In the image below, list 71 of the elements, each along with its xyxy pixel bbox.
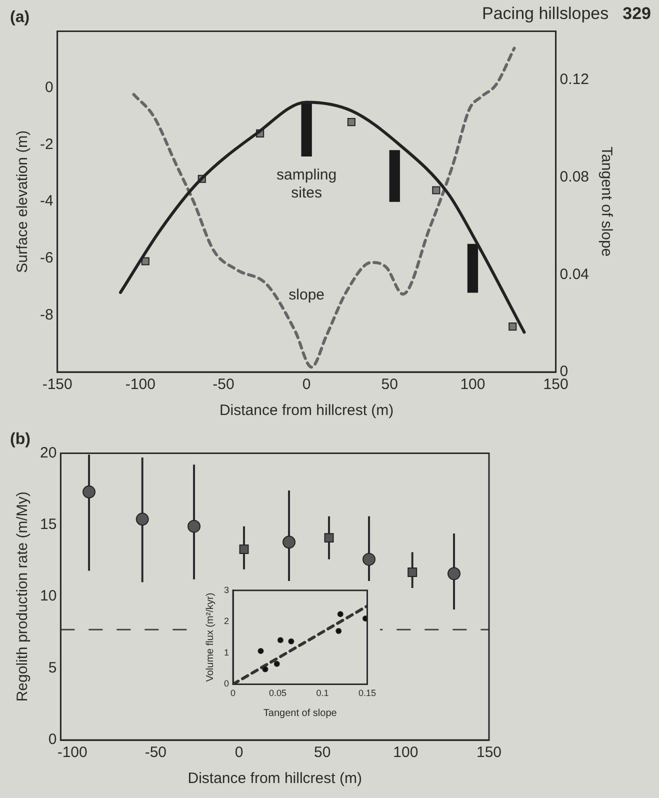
line-series — [118, 100, 526, 334]
y-tick-label: -2 — [40, 136, 54, 153]
x-axis-title: Distance from hillcrest (m) — [219, 402, 394, 420]
point — [136, 512, 149, 526]
point — [188, 520, 201, 533]
x-tick-label: -50 — [144, 744, 167, 762]
x-tick-label: 150 — [476, 744, 502, 762]
x-tick-label: 50 — [381, 376, 398, 394]
y2-tick-label: 0.12 — [560, 71, 590, 88]
text: Pacing hillslopes — [482, 4, 609, 24]
y-tick-label: 2 — [224, 616, 230, 626]
y-tick-label: 20 — [40, 444, 57, 462]
bar — [467, 244, 478, 293]
y2-tick-label: 0.04 — [560, 266, 590, 283]
text: 329 — [622, 4, 651, 24]
point — [288, 638, 294, 644]
y-tick-label: 5 — [48, 659, 57, 676]
y-tick-label: -8 — [40, 306, 54, 324]
point — [262, 666, 268, 672]
point — [141, 257, 150, 266]
chart-title: (b) — [10, 431, 30, 448]
y-tick-label: -6 — [40, 250, 54, 267]
point — [82, 485, 96, 498]
x-axis-title: Distance from hillcrest (m) — [188, 770, 362, 788]
point — [274, 660, 280, 667]
point — [362, 552, 376, 566]
x-tick-label: 50 — [314, 744, 331, 762]
x-tick-label: 100 — [460, 376, 486, 394]
x-tick-label: 0 — [302, 376, 311, 394]
point — [324, 533, 334, 543]
point — [508, 322, 517, 331]
point — [448, 567, 460, 580]
y-tick-label: 10 — [40, 588, 57, 605]
point — [347, 118, 356, 126]
x-tick-label: 0 — [230, 688, 236, 698]
y-tick-label: 0 — [48, 731, 57, 748]
x-tick-label: 100 — [393, 744, 418, 762]
point — [258, 648, 264, 654]
line-series — [132, 46, 516, 369]
x-tick-label: -100 — [57, 744, 88, 762]
point — [432, 186, 440, 194]
y-axis-title: Volume flux (m²/kyr) — [204, 592, 216, 682]
x-tick-label: 0.15 — [358, 688, 376, 698]
x-tick-label: 150 — [543, 376, 568, 394]
y-tick-label: 0 — [224, 678, 230, 689]
x-tick-label: -100 — [125, 376, 156, 394]
y-tick-label: 0 — [44, 79, 54, 96]
y-tick-label: 3 — [224, 584, 230, 595]
y2-tick-label: 0.08 — [560, 168, 590, 186]
point — [336, 628, 342, 634]
point — [408, 567, 418, 577]
chart-title: (a) — [10, 9, 30, 26]
x-tick-label: -150 — [42, 376, 72, 394]
point — [282, 536, 296, 549]
y-tick-label: 1 — [224, 647, 230, 658]
x-tick-label: 0.1 — [316, 688, 329, 698]
x-axis-title: Tangent of slope — [263, 708, 338, 719]
x-tick-label: -50 — [212, 376, 234, 394]
point — [277, 637, 284, 644]
x-tick-label: 0 — [234, 744, 244, 762]
x-tick-label: 0.05 — [268, 688, 287, 698]
y-tick-label: 15 — [40, 516, 57, 534]
annotation: sampling sites — [276, 166, 337, 202]
point — [337, 611, 344, 618]
point — [239, 544, 249, 554]
bar — [389, 150, 400, 202]
y-axis-title: Surface elevation (m) — [14, 130, 32, 273]
y-axis-title: Regolith production rate (m/My) — [14, 492, 32, 702]
annotation: slope — [288, 286, 324, 304]
y-tick-label: -4 — [40, 192, 54, 210]
y2-axis-title: Tangent of slope — [598, 146, 615, 257]
